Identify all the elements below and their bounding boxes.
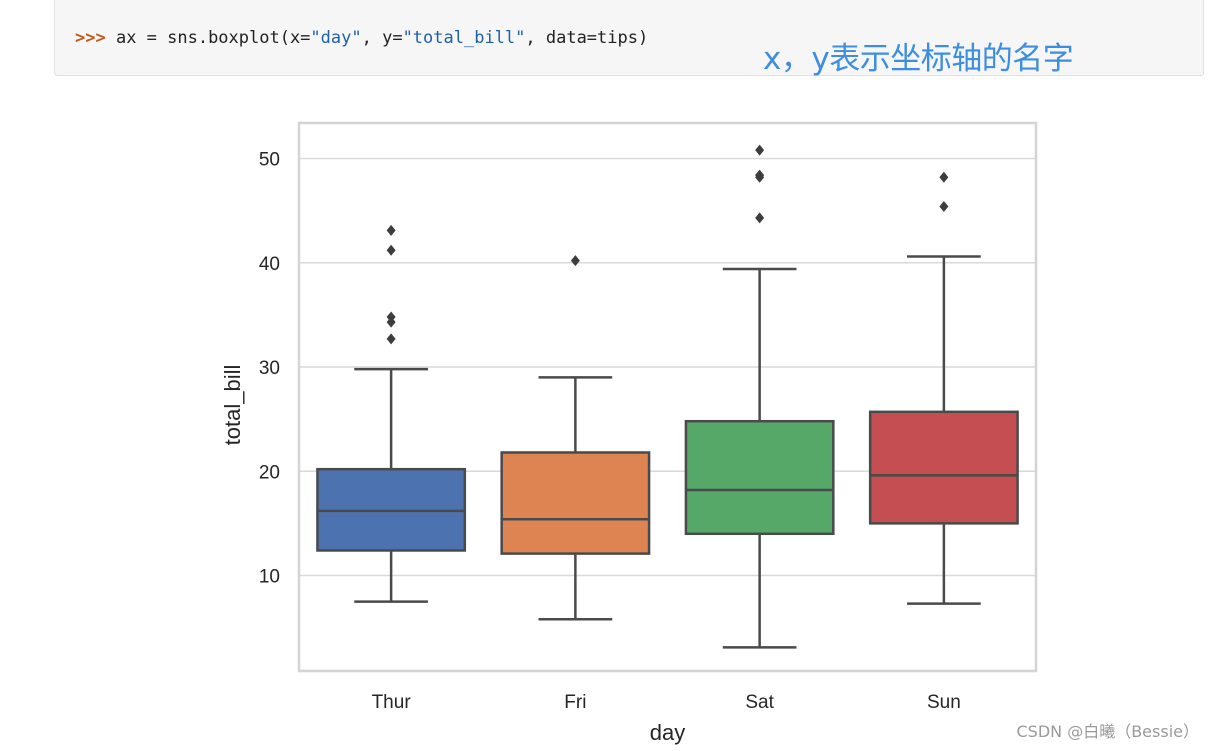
code-segment: "total_bill" xyxy=(402,28,526,48)
box-fri xyxy=(500,451,651,555)
annotation-text: x，y表示坐标轴的名字 xyxy=(763,41,1074,77)
code-segment: "day" xyxy=(310,28,362,48)
code-segment: , data=tips) xyxy=(525,28,649,48)
box-sat xyxy=(684,419,835,536)
watermark: CSDN @白曦（Bessie） xyxy=(1016,722,1200,741)
x-tick-label: Sat xyxy=(745,692,774,713)
code-segment: ax = sns.boxplot(x= xyxy=(115,28,311,48)
code-prompt: >>> xyxy=(75,28,116,48)
outlier-point xyxy=(386,244,396,256)
box-sun xyxy=(868,410,1019,525)
y-tick-label: 40 xyxy=(259,254,280,275)
plot-area xyxy=(299,123,1036,671)
x-tick-label: Fri xyxy=(564,692,586,713)
outlier-point xyxy=(755,144,765,156)
x-tick-label: Sun xyxy=(927,692,961,713)
outlier-point xyxy=(755,169,765,181)
code-line: >>> ax = sns.boxplot(x="day", y="total_b… xyxy=(75,27,648,49)
outlier-point xyxy=(939,171,949,183)
code-segment: , y= xyxy=(361,28,403,48)
y-tick-label: 50 xyxy=(259,150,280,171)
y-tick-label: 10 xyxy=(259,567,280,588)
outlier-point xyxy=(386,333,396,345)
x-tick-label: Thur xyxy=(372,692,412,713)
outlier-point xyxy=(386,224,396,236)
outlier-point xyxy=(386,311,396,323)
x-axis-title: day xyxy=(650,720,685,745)
outlier-point xyxy=(755,212,765,224)
y-tick-label: 20 xyxy=(259,462,280,483)
y-tick-label: 30 xyxy=(259,358,280,379)
code-block: >>> ax = sns.boxplot(x="day", y="total_b… xyxy=(54,0,1204,76)
outlier-point xyxy=(939,200,949,212)
outlier-point xyxy=(570,255,580,267)
plot-frame xyxy=(297,121,1038,673)
y-axis-title: total_bill xyxy=(220,365,245,446)
